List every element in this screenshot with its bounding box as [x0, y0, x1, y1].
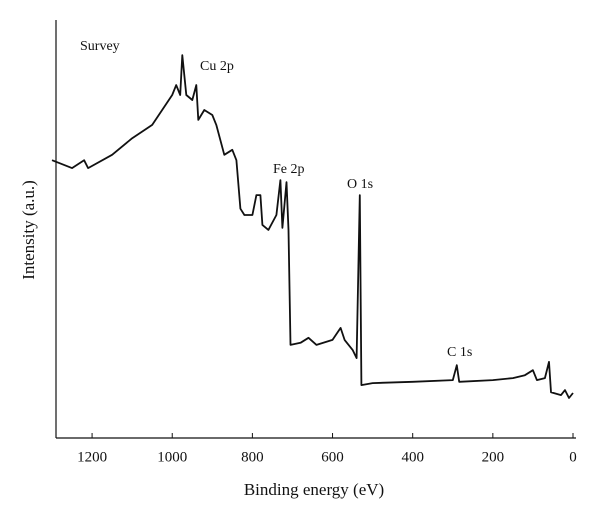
y-axis-label: Intensity (a.u.): [19, 180, 38, 280]
x-tick-label: 600: [321, 449, 344, 465]
annotation: Fe 2p: [273, 162, 305, 177]
annotation: Cu 2p: [200, 59, 234, 74]
spectrum-line: [51, 54, 574, 399]
x-axis-label: Binding energy (eV): [244, 480, 384, 499]
annotation: Survey: [80, 39, 120, 54]
x-tick-label: 800: [241, 449, 264, 465]
x-tick-label: 400: [401, 449, 424, 465]
x-tick-label: 0: [569, 449, 577, 465]
x-tick-label: 1000: [157, 449, 187, 465]
annotation: O 1s: [347, 177, 373, 192]
annotation: C 1s: [447, 345, 472, 360]
x-tick-label: 200: [482, 449, 505, 465]
x-tick-label: 1200: [77, 449, 107, 465]
